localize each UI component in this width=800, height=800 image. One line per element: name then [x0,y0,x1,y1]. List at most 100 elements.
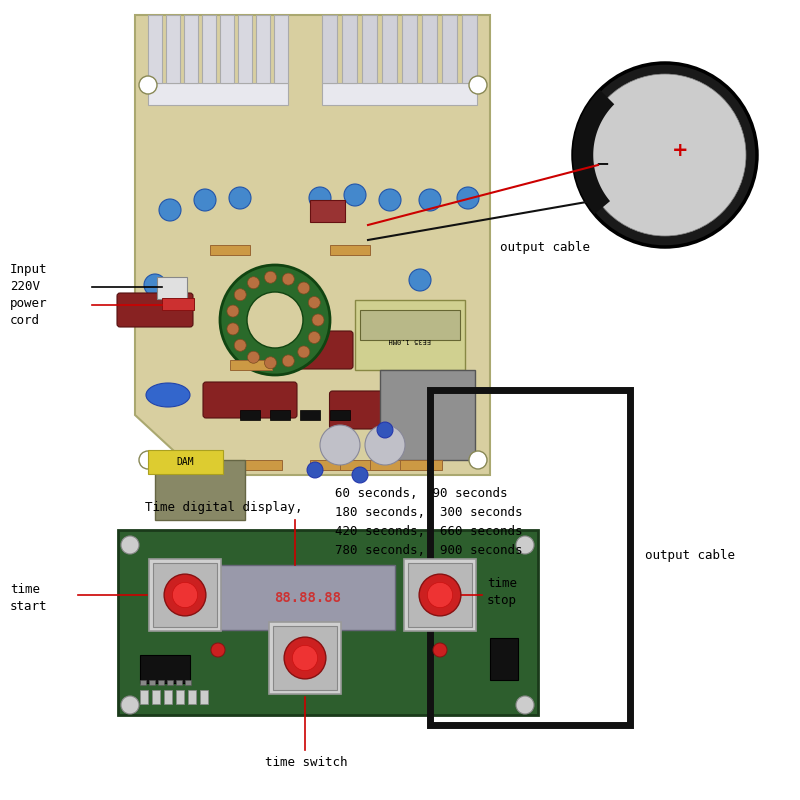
Bar [167,680,173,685]
Circle shape [220,265,330,375]
Circle shape [173,582,198,608]
Text: +: + [672,141,688,159]
FancyBboxPatch shape [203,382,297,418]
Circle shape [282,355,294,367]
Circle shape [247,292,303,348]
Bar [310,460,352,470]
Text: DAM: DAM [177,457,194,467]
Bar [422,15,437,83]
Circle shape [234,289,246,301]
Bar [408,563,472,627]
Circle shape [282,273,294,285]
Bar [362,15,377,83]
Circle shape [469,76,487,94]
Bar [148,15,162,83]
Circle shape [419,189,441,211]
Bar [270,410,290,420]
Bar [360,310,460,340]
Circle shape [457,187,479,209]
Bar [269,622,341,694]
Bar [238,15,252,83]
Circle shape [194,189,216,211]
Bar [240,460,282,470]
Circle shape [469,451,487,469]
Bar [322,83,477,105]
Circle shape [229,187,251,209]
Circle shape [144,274,166,296]
Circle shape [309,187,331,209]
Circle shape [139,451,157,469]
Circle shape [308,297,320,309]
Bar [240,410,260,420]
Bar [162,298,194,310]
Text: Input
220V
power
cord: Input 220V power cord [10,263,47,327]
Circle shape [516,536,534,554]
Bar [402,15,417,83]
Circle shape [284,637,326,679]
Bar [164,690,172,704]
Circle shape [344,184,366,206]
Circle shape [298,282,310,294]
Circle shape [427,582,453,608]
Circle shape [409,269,431,291]
Bar [157,277,187,299]
Bar [442,15,457,83]
FancyBboxPatch shape [330,391,421,429]
Bar [490,638,518,680]
Circle shape [312,314,324,326]
Bar [202,15,216,83]
Bar [340,460,382,470]
Text: time
stop: time stop [487,577,517,607]
Bar [176,680,182,685]
Bar [300,410,320,420]
Circle shape [121,696,139,714]
Bar [155,460,245,520]
Bar [184,15,198,83]
Circle shape [139,76,157,94]
FancyBboxPatch shape [117,293,193,327]
FancyBboxPatch shape [267,331,353,369]
Text: output cable: output cable [500,242,590,254]
Circle shape [379,189,401,211]
Bar [158,680,164,685]
Bar [330,245,370,255]
Ellipse shape [146,383,190,407]
Text: time switch: time switch [265,757,347,770]
Bar [188,690,196,704]
Circle shape [164,574,206,616]
Circle shape [320,425,360,465]
Text: 88.88.88: 88.88.88 [274,590,341,605]
Bar [148,450,223,474]
Text: EE35 1.0MH: EE35 1.0MH [389,337,431,343]
Bar [140,690,148,704]
Bar [220,565,395,630]
Polygon shape [573,90,614,214]
Circle shape [247,351,259,363]
Bar [220,15,234,83]
Circle shape [308,331,320,343]
Bar [380,370,475,460]
Circle shape [211,643,225,657]
Circle shape [247,277,259,289]
Bar [149,680,155,685]
Circle shape [433,643,447,657]
Circle shape [516,696,534,714]
Circle shape [265,271,277,283]
Text: output cable: output cable [645,549,735,562]
Circle shape [573,63,757,247]
Bar [462,15,477,83]
Circle shape [159,199,181,221]
Circle shape [584,74,746,236]
Bar [200,690,208,704]
Bar [140,680,146,685]
Circle shape [419,574,461,616]
Bar [140,655,190,683]
Bar [148,83,288,105]
Circle shape [377,422,393,438]
Bar [210,245,250,255]
Text: Time digital display,: Time digital display, [145,502,302,514]
Circle shape [293,646,318,670]
Bar [404,559,476,631]
Circle shape [234,339,246,351]
Bar [176,690,184,704]
